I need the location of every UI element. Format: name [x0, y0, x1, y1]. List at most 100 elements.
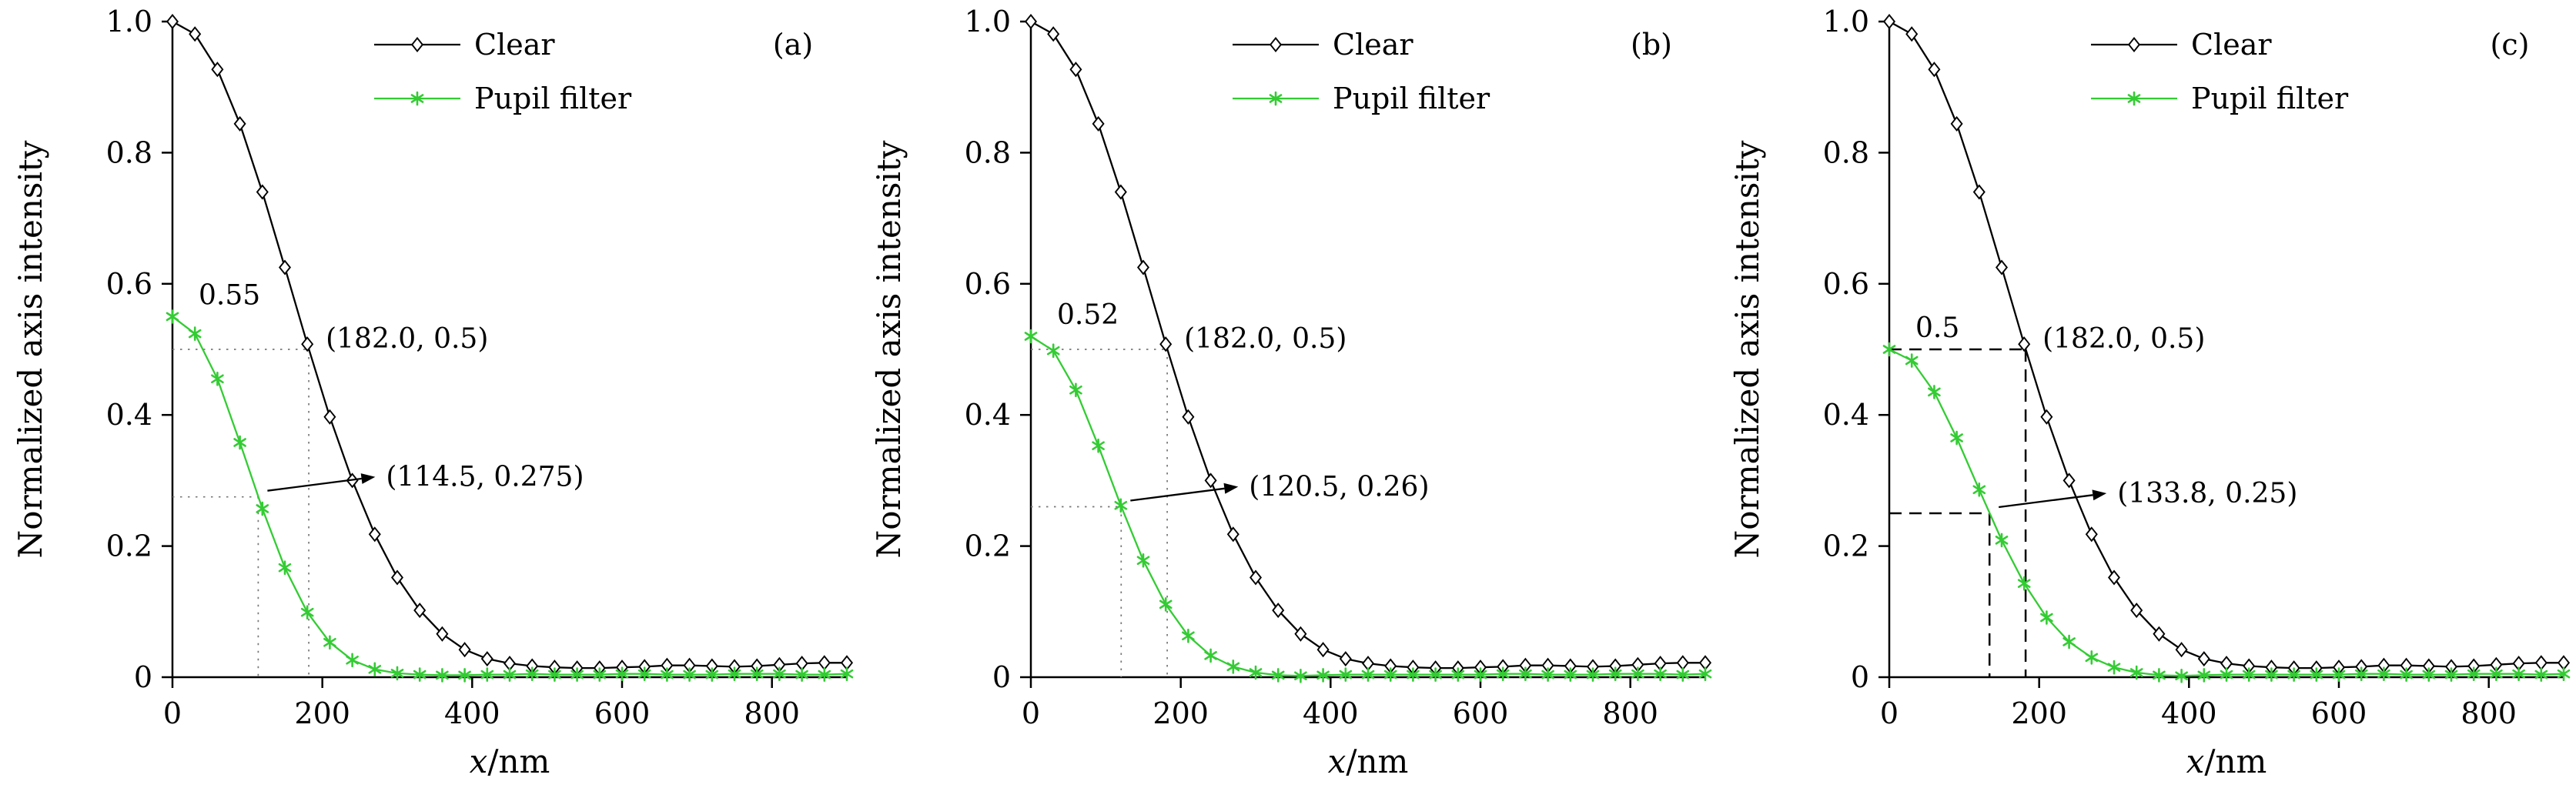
y-axis-label: Normalized axis intensity — [870, 140, 908, 558]
asterisk-marker-icon — [1676, 667, 1690, 682]
asterisk-marker-icon — [728, 666, 741, 682]
peak-value-label: 0.52 — [1057, 299, 1119, 331]
arrowhead-icon — [1223, 482, 1239, 494]
y-tick-label: 1.0 — [106, 5, 152, 38]
x-tick-label: 200 — [294, 696, 350, 730]
diamond-marker-icon — [1159, 336, 1173, 352]
diamond-marker-icon — [1339, 651, 1352, 667]
diamond-marker-icon — [256, 184, 269, 200]
asterisk-marker-icon — [503, 667, 517, 682]
diamond-marker-icon — [1114, 184, 1127, 200]
legend-label-clear: Clear — [1333, 28, 1413, 62]
asterisk-marker-icon — [2220, 667, 2233, 682]
asterisk-marker-icon — [2265, 667, 2278, 682]
legend-label-clear: Clear — [2191, 28, 2272, 62]
asterisk-marker-icon — [1519, 666, 1532, 682]
asterisk-marker-icon — [525, 666, 539, 682]
x-tick-label: 800 — [744, 696, 800, 730]
diamond-marker-icon — [2534, 655, 2548, 671]
diamond-marker-icon — [2062, 472, 2076, 489]
y-tick-label: 0.4 — [106, 398, 152, 432]
diamond-marker-icon — [390, 569, 404, 586]
asterisk-marker-icon — [1269, 91, 1283, 106]
asterisk-marker-icon — [2490, 666, 2503, 682]
guide-lines — [172, 349, 309, 677]
x-axis-label: x/nm — [470, 743, 550, 780]
asterisk-marker-icon — [1564, 667, 1577, 682]
asterisk-marker-icon — [2127, 91, 2141, 106]
legend-item-clear: Clear — [1233, 28, 1413, 62]
clear-point-label: (182.0, 0.5) — [1184, 323, 1347, 355]
diamond-marker-icon — [2107, 569, 2121, 586]
clear-point-label: (182.0, 0.5) — [2042, 323, 2205, 355]
pupil-filter-line — [1030, 336, 1706, 677]
diamond-marker-icon — [1882, 13, 1896, 30]
panel-letter: (b) — [1631, 28, 1672, 62]
asterisk-marker-icon — [683, 667, 696, 682]
legend-label-pupil-filter: Pupil filter — [474, 82, 632, 115]
diamond-marker-icon — [1294, 626, 1307, 642]
x-tick-label: 200 — [2011, 696, 2067, 730]
diamond-marker-icon — [2085, 526, 2098, 543]
legend-item-pupil-filter: Pupil filter — [1233, 82, 1490, 115]
asterisk-marker-icon — [705, 667, 719, 682]
x-tick-label: 600 — [1453, 696, 1509, 730]
asterisk-marker-icon — [2153, 668, 2166, 683]
legend-item-clear: Clear — [2091, 28, 2272, 62]
diamond-marker-icon — [1272, 603, 1285, 619]
diamond-marker-icon — [480, 651, 493, 667]
annotation-arrow — [1130, 482, 1239, 502]
asterisk-marker-icon — [2512, 666, 2525, 682]
asterisk-marker-icon — [256, 501, 269, 516]
y-tick-label: 0.2 — [965, 529, 1011, 563]
asterisk-marker-icon — [1586, 667, 1600, 682]
filter-point-label: (120.5, 0.26) — [1249, 472, 1429, 503]
asterisk-marker-icon — [1114, 498, 1128, 513]
asterisk-marker-icon — [1249, 665, 1263, 680]
diamond-marker-icon — [2197, 651, 2210, 667]
diamond-marker-icon — [189, 26, 202, 42]
asterisk-marker-icon — [211, 371, 224, 386]
guide-lines — [1889, 348, 2027, 677]
asterisk-marker-icon — [1092, 438, 1105, 453]
y-axis-label: Normalized axis intensity — [12, 140, 49, 558]
asterisk-marker-icon — [2422, 667, 2436, 682]
asterisk-marker-icon — [1608, 666, 1622, 682]
y-tick-label: 0.6 — [965, 267, 1011, 301]
asterisk-marker-icon — [1024, 329, 1038, 344]
x-tick-label: 600 — [594, 696, 651, 730]
legend-item-pupil-filter: Pupil filter — [374, 82, 632, 115]
asterisk-marker-icon — [166, 309, 179, 324]
asterisk-marker-icon — [1474, 667, 1487, 682]
asterisk-marker-icon — [2400, 667, 2413, 682]
pupil-filter-markers — [1882, 342, 2571, 683]
filter-point-label: (114.5, 0.275) — [386, 462, 584, 493]
asterisk-marker-icon — [2107, 659, 2121, 675]
x-tick-label: 400 — [2161, 696, 2217, 730]
arrowhead-icon — [2092, 489, 2107, 501]
diamond-marker-icon — [1676, 655, 1689, 671]
asterisk-marker-icon — [1136, 553, 1150, 568]
diamond-marker-icon — [1092, 115, 1105, 132]
diamond-marker-icon — [1024, 13, 1038, 30]
asterisk-marker-icon — [2085, 650, 2099, 665]
diamond-marker-icon — [2130, 603, 2143, 619]
diamond-marker-icon — [2018, 336, 2031, 352]
asterisk-marker-icon — [300, 605, 314, 620]
asterisk-marker-icon — [1496, 666, 1510, 682]
legend-label-pupil-filter: Pupil filter — [2191, 82, 2349, 115]
x-tick-label: 600 — [2311, 696, 2367, 730]
y-tick-label: 1.0 — [965, 5, 1011, 38]
asterisk-marker-icon — [1995, 533, 2009, 548]
diamond-marker-icon — [1069, 62, 1082, 78]
diamond-marker-icon — [1269, 36, 1283, 53]
diamond-marker-icon — [301, 336, 314, 352]
asterisk-marker-icon — [615, 666, 629, 682]
asterisk-marker-icon — [840, 666, 854, 682]
diamond-marker-icon — [1950, 115, 1963, 132]
asterisk-marker-icon — [278, 560, 292, 576]
diamond-marker-icon — [1905, 26, 1919, 42]
asterisk-marker-icon — [2534, 667, 2548, 682]
asterisk-marker-icon — [570, 667, 584, 682]
asterisk-marker-icon — [2040, 610, 2053, 625]
